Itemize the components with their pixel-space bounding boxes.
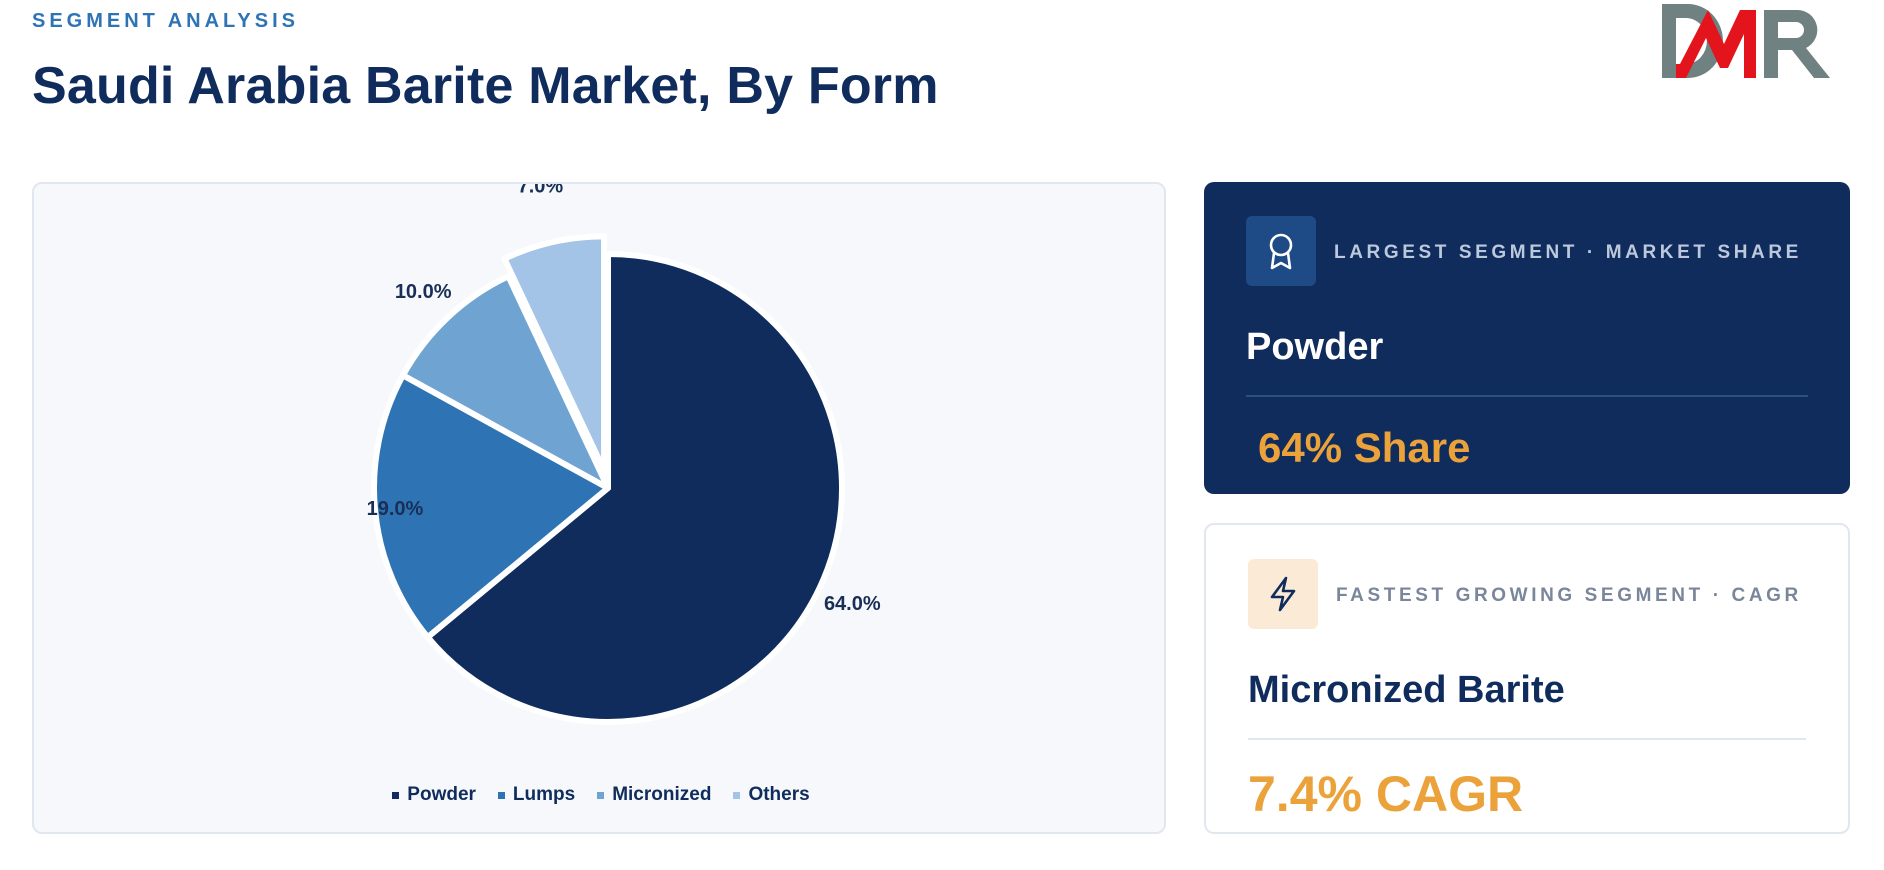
legend-item-others: Others bbox=[733, 784, 810, 806]
fastest-growing-name: Micronized Barite bbox=[1248, 669, 1565, 711]
legend-swatch-others bbox=[733, 791, 741, 799]
eyebrow-label: SEGMENT ANALYSIS bbox=[32, 10, 299, 32]
legend-swatch-micronized bbox=[597, 791, 605, 799]
logo-letter-m bbox=[1676, 10, 1756, 78]
pie-slice-lumps bbox=[371, 372, 611, 641]
lightning-bolt-icon bbox=[1248, 559, 1318, 629]
pie-label-lumps: 19.0% bbox=[367, 498, 424, 520]
legend-label-powder: Powder bbox=[407, 784, 476, 805]
fastest-growing-kicker: FASTEST GROWING SEGMENT · CAGR bbox=[1336, 585, 1802, 606]
legend-label-micronized: Micronized bbox=[612, 784, 712, 805]
award-ribbon-icon bbox=[1246, 216, 1316, 286]
pie-chart: 64.0% 19.0% 10.0% 7.0% bbox=[367, 184, 881, 725]
legend-swatch-lumps bbox=[497, 791, 505, 799]
largest-segment-card: LARGEST SEGMENT · MARKET SHARE Powder 64… bbox=[1204, 182, 1850, 494]
legend-label-others: Others bbox=[748, 784, 810, 805]
pie-label-powder: 64.0% bbox=[824, 593, 881, 615]
card-divider bbox=[1248, 738, 1806, 740]
pie-label-micronized: 10.0% bbox=[395, 281, 452, 303]
legend-swatch-powder bbox=[392, 791, 400, 799]
pie-label-others: 7.0% bbox=[518, 184, 564, 197]
dmr-logo bbox=[1662, 4, 1830, 78]
pie-slice-micronized bbox=[399, 273, 611, 491]
legend-item-micronized: Micronized bbox=[597, 784, 711, 806]
page-title: Saudi Arabia Barite Market, By Form bbox=[32, 57, 939, 115]
legend-label-lumps: Lumps bbox=[512, 784, 576, 805]
legend-item-powder: Powder bbox=[392, 784, 476, 806]
card-divider bbox=[1246, 395, 1808, 397]
pie-slice-powder bbox=[424, 251, 845, 725]
largest-segment-kicker: LARGEST SEGMENT · MARKET SHARE bbox=[1334, 242, 1802, 263]
fastest-growing-card: FASTEST GROWING SEGMENT · CAGR Micronize… bbox=[1204, 523, 1850, 834]
chart-card: 64.0% 19.0% 10.0% 7.0% Powder Lumps Micronize… bbox=[32, 182, 1166, 834]
legend-item-lumps: Lumps bbox=[497, 784, 576, 806]
largest-segment-name: Powder bbox=[1246, 326, 1384, 368]
largest-segment-value: 64% Share bbox=[1258, 424, 1471, 471]
pie-slice-others bbox=[501, 233, 608, 474]
fastest-growing-value: 7.4% CAGR bbox=[1248, 766, 1524, 822]
logo-letter-r bbox=[1764, 10, 1830, 78]
chart-legend: Powder Lumps Micronized Others bbox=[34, 784, 1168, 806]
